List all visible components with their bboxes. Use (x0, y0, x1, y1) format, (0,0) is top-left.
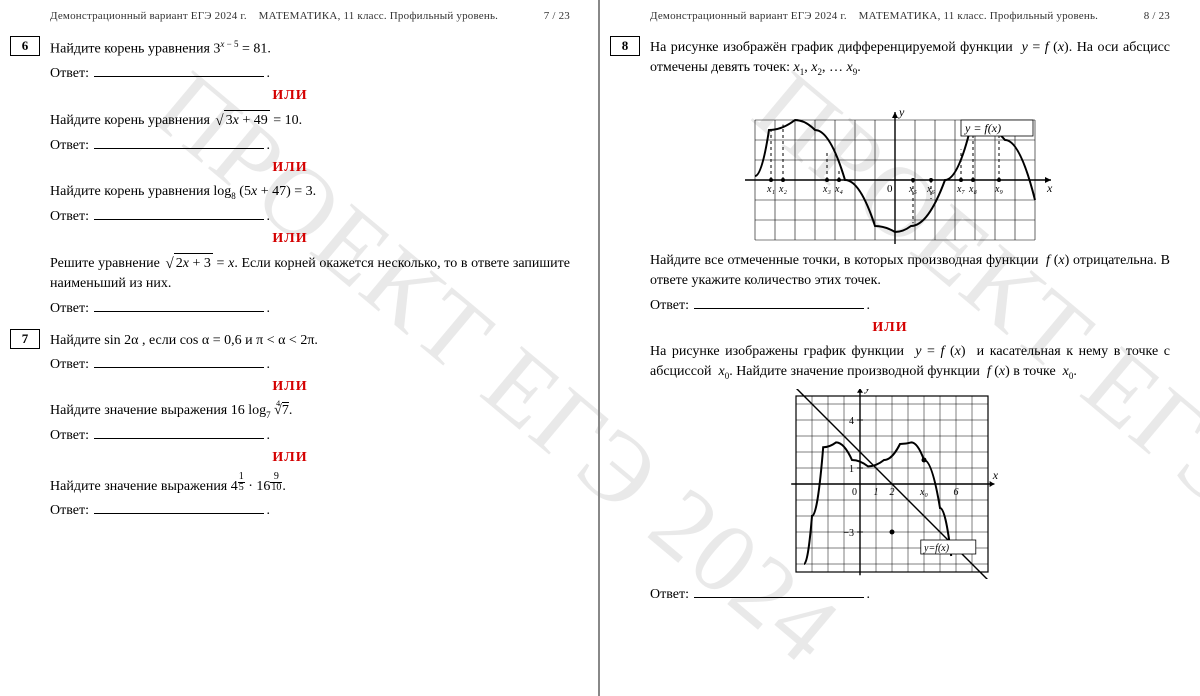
problem-7-v1: Найдите sin 2α , если cos α = 0,6 и π < … (50, 331, 570, 351)
svg-text:x₉: x₉ (994, 184, 1003, 195)
problem-8: 8 На рисунке изображён график дифференци… (610, 38, 1170, 79)
problem-8-v1-question: Найдите все отмеченные точки, в которых … (650, 251, 1170, 292)
problem-6-v4: Решите уравнение 2x + 3 = x. Если корней… (50, 253, 570, 295)
problem-8-v1-text: На рисунке изображён график дифференциру… (650, 38, 1170, 79)
answer-blank[interactable] (94, 64, 264, 77)
problem-7-v2: Найдите значение выражения 16 log7 4√7. (50, 401, 570, 422)
header-source: Демонстрационный вариант ЕГЭ 2024 г. (650, 10, 847, 22)
svg-text:6: 6 (954, 487, 959, 498)
svg-text:x: x (1046, 181, 1053, 195)
answer-8-1: Ответ: . (650, 296, 1170, 314)
or-sep: ИЛИ (10, 88, 570, 104)
problem-6-v3: Найдите корень уравнения log8 (5x + 47) … (50, 182, 570, 203)
answer-blank[interactable] (94, 299, 264, 312)
svg-text:x₁: x₁ (766, 184, 775, 195)
svg-text:x₂: x₂ (778, 184, 787, 195)
svg-text:−3: −3 (843, 528, 854, 539)
problem-number-6: 6 (10, 36, 40, 56)
answer-8-2: Ответ: . (650, 585, 1170, 603)
or-sep: ИЛИ (610, 320, 1170, 336)
header-page-num-right: 8 / 23 (1144, 10, 1170, 22)
svg-text:y = f(x): y = f(x) (964, 121, 1001, 135)
svg-text:y: y (864, 389, 871, 394)
page-header-left: Демонстрационный вариант ЕГЭ 2024 г. МАТ… (10, 10, 570, 32)
svg-text:4: 4 (849, 416, 854, 427)
svg-text:2: 2 (890, 487, 895, 498)
header-page-num-left: 7 / 23 (544, 10, 570, 22)
header-subject: МАТЕМАТИКА, 11 класс. Профильный уровень… (859, 10, 1098, 22)
header-source: Демонстрационный вариант ЕГЭ 2024 г. (50, 10, 247, 22)
svg-text:x₈: x₈ (968, 184, 977, 195)
or-sep: ИЛИ (10, 379, 570, 395)
page-8: Демонстрационный вариант ЕГЭ 2024 г. МАТ… (600, 0, 1180, 696)
answer-7-1: Ответ: . (50, 355, 570, 373)
svg-text:x₃: x₃ (822, 184, 831, 195)
svg-text:1: 1 (874, 487, 879, 498)
graph-2: 12x₀641−30xyy=f(x) (790, 389, 1010, 579)
answer-6-3: Ответ: . (50, 207, 570, 225)
answer-blank[interactable] (94, 207, 264, 220)
svg-text:x₀: x₀ (919, 487, 928, 498)
svg-text:x₇: x₇ (956, 184, 965, 195)
answer-blank[interactable] (94, 426, 264, 439)
answer-blank[interactable] (94, 355, 264, 368)
svg-text:1: 1 (849, 464, 854, 475)
graph-1: x₁x₂ x₃x₄ x₅ x₆ x₇x₈ x₉ 0 y x y = f(x) (730, 85, 1060, 245)
svg-text:0: 0 (887, 183, 893, 195)
answer-blank[interactable] (694, 585, 864, 598)
or-sep: ИЛИ (10, 231, 570, 247)
problem-6-v1: Найдите корень уравнения 3x − 5 = 81. (50, 38, 570, 60)
svg-text:0: 0 (852, 487, 857, 498)
answer-6-1: Ответ: . (50, 64, 570, 82)
answer-blank[interactable] (94, 501, 264, 514)
page-header-right: Демонстрационный вариант ЕГЭ 2024 г. МАТ… (610, 10, 1170, 32)
problem-6-v2: Найдите корень уравнения 3x + 49 = 10. (50, 110, 570, 132)
svg-text:y: y (898, 105, 905, 119)
answer-7-3: Ответ: . (50, 501, 570, 519)
svg-text:x₅: x₅ (908, 184, 917, 195)
answer-blank[interactable] (694, 296, 864, 309)
problem-6: 6 Найдите корень уравнения 3x − 5 = 81. (10, 38, 570, 60)
svg-text:x₆: x₆ (926, 184, 935, 195)
problem-number-7: 7 (10, 329, 40, 349)
answer-6-2: Ответ: . (50, 136, 570, 154)
svg-text:y=f(x): y=f(x) (923, 543, 950, 554)
answer-7-2: Ответ: . (50, 426, 570, 444)
answer-6-4: Ответ: . (50, 299, 570, 317)
problem-7: 7 Найдите sin 2α , если cos α = 0,6 и π … (10, 331, 570, 351)
svg-text:x₄: x₄ (834, 184, 843, 195)
or-sep: ИЛИ (10, 160, 570, 176)
svg-text:x: x (992, 468, 999, 482)
page-7: Демонстрационный вариант ЕГЭ 2024 г. МАТ… (0, 0, 580, 696)
answer-blank[interactable] (94, 136, 264, 149)
or-sep: ИЛИ (10, 450, 570, 466)
problem-8-v2-text: На рисунке изображены график функции y =… (650, 342, 1170, 383)
problem-7-v3: Найдите значение выражения 415 · 16910. (50, 472, 570, 498)
header-subject: МАТЕМАТИКА, 11 класс. Профильный уровень… (259, 10, 498, 22)
problem-number-8: 8 (610, 36, 640, 56)
